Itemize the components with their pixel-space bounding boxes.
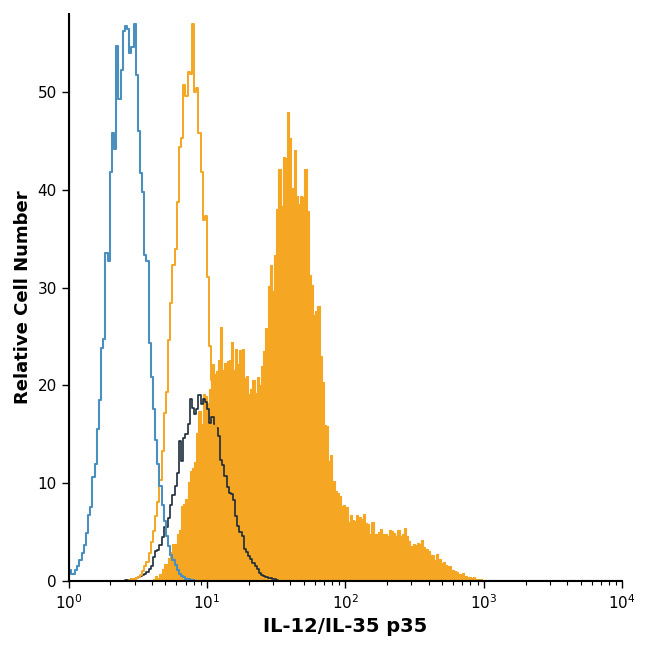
Y-axis label: Relative Cell Number: Relative Cell Number <box>14 190 32 404</box>
X-axis label: IL-12/IL-35 p35: IL-12/IL-35 p35 <box>263 617 428 636</box>
